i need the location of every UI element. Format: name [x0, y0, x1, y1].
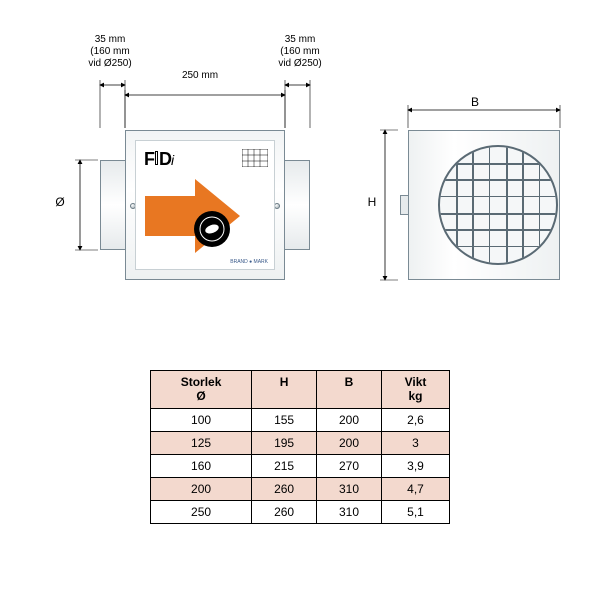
side-view [400, 130, 560, 280]
table-header-cell: Viktkg [381, 371, 449, 409]
table-cell: 125 [151, 431, 252, 454]
table-cell: 310 [317, 477, 382, 500]
table-cell: 195 [252, 431, 317, 454]
product-logo-text: FDi [144, 149, 173, 170]
table-header-cell: B [317, 371, 382, 409]
flow-arrow-icon [140, 171, 260, 261]
table-cell: 200 [151, 477, 252, 500]
table-cell: 5,1 [381, 500, 449, 523]
table-cell: 250 [151, 500, 252, 523]
collar-left [100, 160, 125, 250]
table-cell: 260 [252, 477, 317, 500]
table-header-row: StorlekØH B Viktkg [151, 371, 450, 409]
brand-mark: BRAND ● MARK [230, 259, 268, 265]
spec-table: StorlekØH B Viktkg 1001552002,6125195200… [150, 370, 450, 524]
side-tab [400, 195, 408, 215]
table-cell: 270 [317, 454, 382, 477]
table-cell: 3,9 [381, 454, 449, 477]
grille-icon [438, 145, 558, 265]
table-cell: 310 [317, 500, 382, 523]
table-header-cell: H [252, 371, 317, 409]
table-cell: 260 [252, 500, 317, 523]
dimensions-table: StorlekØH B Viktkg 1001552002,6125195200… [150, 370, 450, 524]
table-row: 2002603104,7 [151, 477, 450, 500]
grille-mini-icon [242, 149, 268, 167]
table-row: 1602152703,9 [151, 454, 450, 477]
table-cell: 215 [252, 454, 317, 477]
technical-drawing: 35 mm (160 mm vid Ø250) 250 mm 35 mm (16… [30, 40, 570, 320]
product-label-panel: FDi BRAND ● MARK [135, 140, 275, 270]
table-row: 2502603105,1 [151, 500, 450, 523]
table-cell: 200 [317, 408, 382, 431]
table-cell: 155 [252, 408, 317, 431]
table-cell: 2,6 [381, 408, 449, 431]
table-cell: 200 [317, 431, 382, 454]
table-row: 1251952003 [151, 431, 450, 454]
table-cell: 4,7 [381, 477, 449, 500]
front-view: FDi BRAND ● MARK [100, 130, 310, 280]
collar-right [285, 160, 310, 250]
table-cell: 160 [151, 454, 252, 477]
table-cell: 3 [381, 431, 449, 454]
table-header-cell: StorlekØ [151, 371, 252, 409]
table-cell: 100 [151, 408, 252, 431]
table-row: 1001552002,6 [151, 408, 450, 431]
